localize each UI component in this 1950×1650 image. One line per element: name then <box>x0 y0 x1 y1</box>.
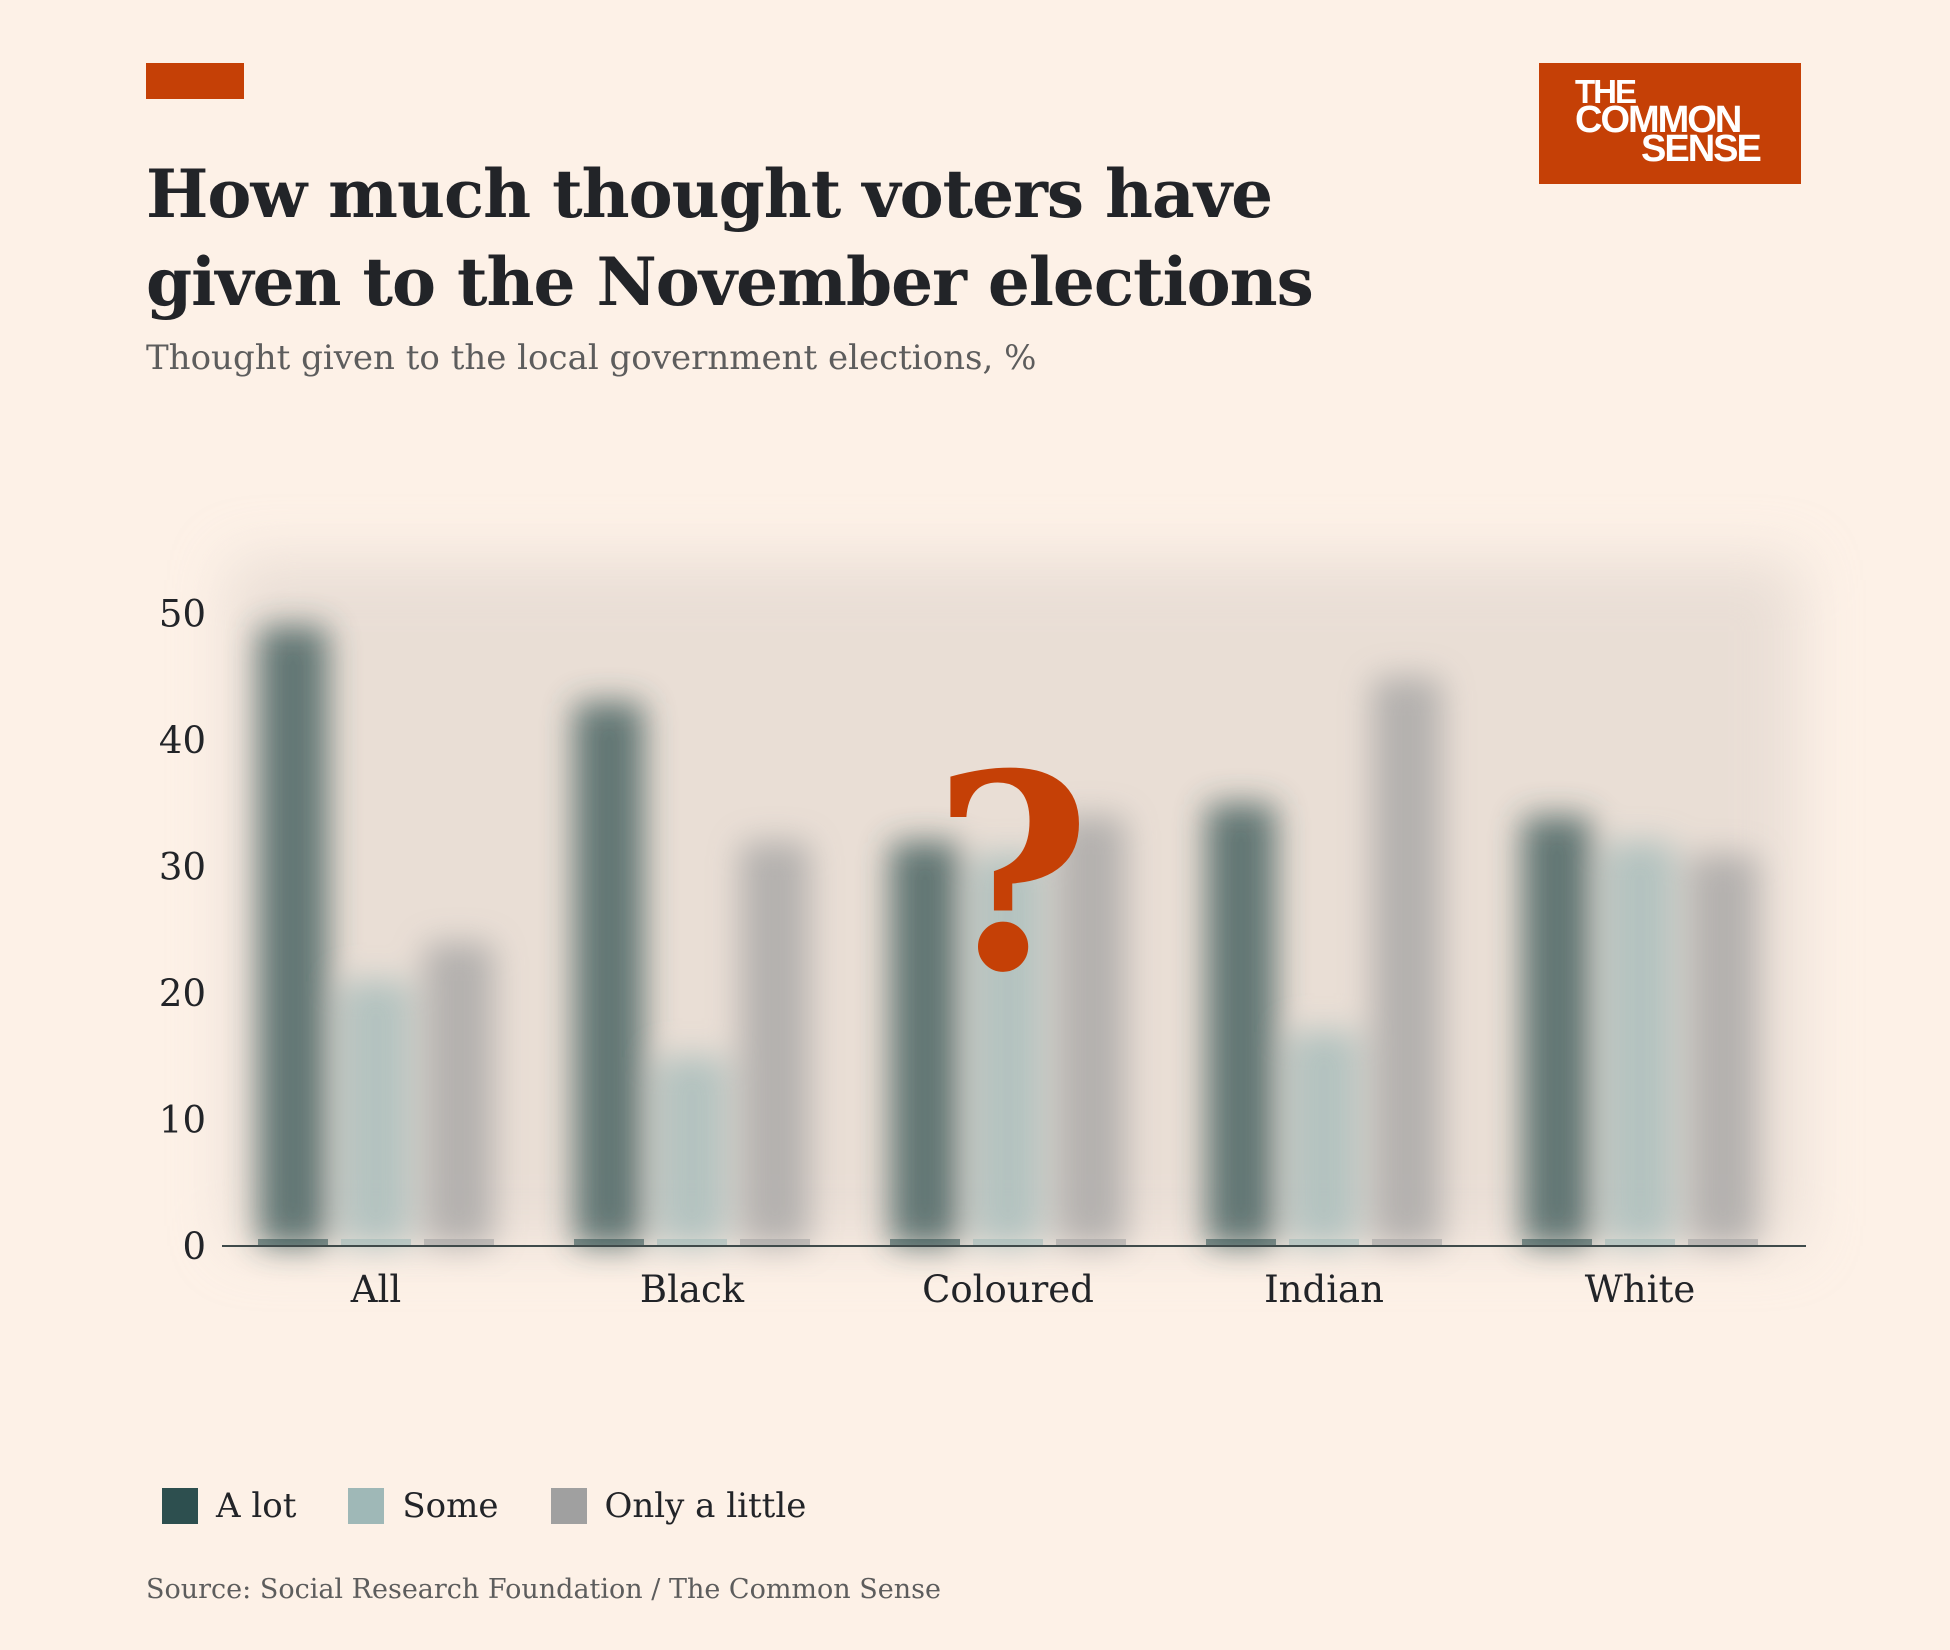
question-mark-annotation: ? <box>933 714 1091 1032</box>
bar-some-coloured <box>973 853 1043 1246</box>
bar-a-lot-white <box>1522 815 1592 1246</box>
bar-base-only-a-little-all <box>424 1239 494 1246</box>
legend: A lot Some Only a little <box>162 1486 858 1526</box>
y-tick-label: 30 <box>159 846 206 889</box>
bar-base-some-white <box>1605 1239 1675 1246</box>
bar-base-a-lot-indian <box>1206 1239 1276 1246</box>
logo-line-3: SENSE <box>1641 128 1762 170</box>
bar-only-a-little-black <box>740 841 810 1246</box>
legend-item-a-lot: A lot <box>162 1486 296 1526</box>
bar-bases <box>258 1239 1758 1246</box>
legend-swatch-only-a-little <box>550 1488 587 1524</box>
bar-base-only-a-little-white <box>1688 1239 1758 1246</box>
x-tick-label: Indian <box>1264 1268 1384 1311</box>
bar-base-a-lot-all <box>258 1239 328 1246</box>
bars-group <box>258 626 1758 1246</box>
y-tick-label: 0 <box>182 1225 206 1268</box>
bar-base-a-lot-coloured <box>890 1239 960 1246</box>
bar-a-lot-black <box>574 702 644 1246</box>
legend-label-only-a-little: Only a little <box>604 1486 807 1526</box>
x-tick-label: All <box>350 1268 401 1311</box>
chart-subtitle: Thought given to the local government el… <box>146 338 1037 378</box>
bar-only-a-little-coloured <box>1056 815 1126 1246</box>
bar-a-lot-coloured <box>890 841 960 1246</box>
bar-only-a-little-white <box>1688 853 1758 1246</box>
brand-logo: THE COMMON SENSE <box>1539 63 1801 184</box>
bar-base-a-lot-white <box>1522 1239 1592 1246</box>
logo-line-1: THE <box>1575 73 1637 110</box>
x-tick-label: White <box>1585 1268 1695 1311</box>
bar-some-all <box>341 980 411 1246</box>
legend-label-some: Some <box>402 1486 499 1526</box>
y-axis-ticks: 0 10 20 30 40 50 <box>159 593 206 1269</box>
bar-some-white <box>1605 841 1675 1246</box>
bar-base-a-lot-black <box>574 1239 644 1246</box>
bar-base-only-a-little-black <box>740 1239 810 1246</box>
bar-base-only-a-little-indian <box>1372 1239 1442 1246</box>
legend-item-some: Some <box>348 1486 499 1526</box>
legend-swatch-a-lot <box>162 1488 198 1524</box>
bar-base-some-indian <box>1289 1239 1359 1246</box>
x-axis-labels: All Black Coloured Indian White <box>350 1268 1695 1311</box>
logo-line-2: COMMON <box>1575 99 1742 141</box>
bar-a-lot-indian <box>1206 803 1276 1246</box>
bar-some-indian <box>1289 1030 1359 1246</box>
bar-only-a-little-indian <box>1372 676 1442 1246</box>
bar-only-a-little-all <box>424 942 494 1246</box>
legend-swatch-some <box>348 1488 385 1524</box>
y-tick-label: 40 <box>159 719 206 762</box>
x-tick-label: Black <box>640 1268 745 1311</box>
x-tick-label: Coloured <box>922 1268 1094 1311</box>
accent-bar <box>146 63 244 99</box>
bar-base-some-coloured <box>973 1239 1043 1246</box>
bar-base-some-all <box>341 1239 411 1246</box>
bar-base-some-black <box>657 1239 727 1246</box>
bar-some-black <box>657 1056 727 1246</box>
y-tick-label: 10 <box>159 1099 206 1142</box>
source-note: Source: Social Research Foundation / The… <box>146 1574 941 1605</box>
bar-base-only-a-little-coloured <box>1056 1239 1126 1246</box>
legend-label-a-lot: A lot <box>216 1486 297 1526</box>
y-tick-label: 50 <box>159 593 206 636</box>
legend-item-only-a-little: Only a little <box>550 1486 807 1526</box>
bar-a-lot-all <box>258 626 328 1246</box>
y-tick-label: 20 <box>159 972 206 1015</box>
chart-title: How much thought voters have given to th… <box>146 155 1314 321</box>
